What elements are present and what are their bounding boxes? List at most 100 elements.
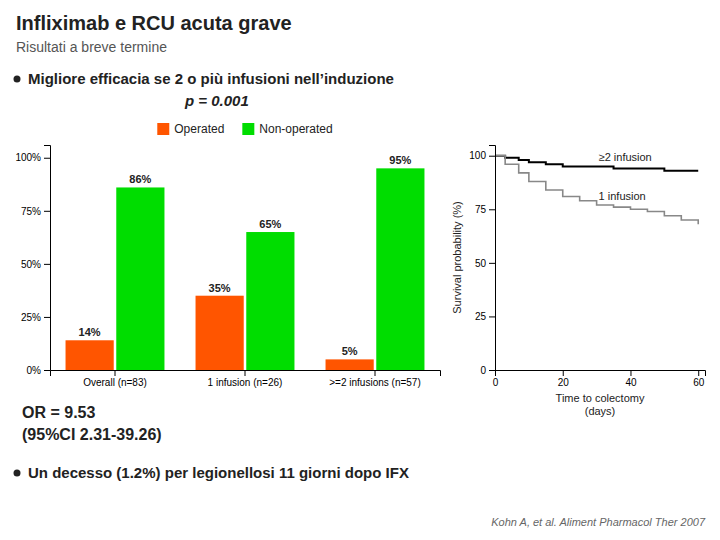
annotation: Un decesso (1.2%) per legionellosi 11 gi…: [28, 464, 409, 481]
lines: [495, 156, 698, 225]
km-x-axis-tick-label: 20: [558, 377, 570, 388]
km-x-axis-tick-mark: [698, 370, 699, 376]
km-y-axis-tick-mark: [489, 156, 495, 157]
x-axis-title: Time to colectomy(days): [556, 392, 645, 417]
series-label: 1 infusion: [599, 190, 646, 202]
km-x-axis-tick-mark: [563, 370, 564, 376]
km-y-axis-tick-mark: [489, 209, 495, 210]
x-axis-tick-mark: [375, 370, 376, 376]
data-label: 5%: [342, 345, 358, 357]
km-y-axis-tick-mark: [489, 370, 495, 371]
legend-swatch: [157, 123, 169, 135]
title: Infliximab e RCU acuta grave: [16, 12, 292, 34]
x-axis-tick: Overall (n=83): [83, 370, 147, 388]
y-axis-tick-mark: [44, 370, 50, 371]
x-axis-tick-mark: [245, 370, 246, 376]
y-axis-tick-mark: [44, 264, 50, 265]
y-axis-tick: 0%: [27, 365, 50, 376]
bar: [246, 232, 294, 370]
km-y-axis-tick: 25: [475, 311, 495, 322]
y-axis-tick-label: 25%: [21, 312, 41, 323]
bar: [66, 340, 114, 370]
km-y-axis: 0 25 50 75 100: [469, 146, 495, 376]
km-y-axis-tick: 75: [475, 204, 495, 215]
km-y-axis-tick: 0: [480, 365, 495, 376]
x-axis-tick-mark: [115, 370, 116, 376]
y-axis-tick: 75%: [21, 206, 50, 217]
km-x-axis-tick: 40: [625, 370, 637, 388]
data-label: 35%: [209, 282, 231, 294]
bullet: [14, 76, 21, 83]
y-axis-title: Survival probability (%): [451, 201, 463, 313]
x-axis: Overall (n=83) 1 infusion (n=26) >=2 infus…: [51, 370, 441, 388]
km-y-axis-tick-label: 75: [475, 204, 487, 215]
annotation: (95%CI 2.31-39.26): [22, 426, 162, 443]
km-x-axis-tick-label: 40: [625, 377, 637, 388]
data-label: 65%: [259, 218, 281, 230]
y-axis: 0% 25% 50% 75% 100%: [15, 146, 50, 376]
bar: [196, 296, 244, 370]
legend-item: Operated: [157, 122, 224, 136]
page: Infliximab e RCU acuta grave Risultati a …: [0, 0, 720, 540]
x-axis-tick-label: >=2 infusions (n=57): [329, 377, 420, 388]
line: [495, 156, 698, 225]
km-x-axis-tick-label: 60: [693, 377, 705, 388]
x-axis-title-line: Time to colectomy: [556, 392, 645, 404]
data-label: 14%: [79, 326, 101, 338]
y-axis-tick-mark: [44, 211, 50, 212]
km-y-axis-tick: 100: [469, 150, 495, 161]
km-y-axis-tick-label: 100: [469, 150, 486, 161]
km-x-axis-tick: 20: [558, 370, 570, 388]
y-axis-tick-label: 50%: [21, 259, 41, 270]
x-axis-tick: 1 infusion (n=26): [208, 370, 283, 388]
km-x-axis-tick: 0: [493, 370, 499, 388]
km-x-axis-tick-label: 0: [493, 377, 499, 388]
legend-label: Non-operated: [259, 122, 332, 136]
y-axis-tick: 100%: [15, 152, 50, 163]
line: [495, 156, 698, 171]
x-axis-title-line: (days): [585, 405, 616, 417]
legend-swatch: [242, 123, 254, 135]
km-y-axis-tick-mark: [489, 263, 495, 264]
bullet: [14, 470, 21, 477]
bar: [116, 187, 164, 370]
bars: [66, 168, 425, 370]
x-axis-tick-label: 1 infusion (n=26): [208, 377, 283, 388]
annotation: Kohn A, et al. Aliment Pharmacol Ther 20…: [491, 516, 706, 528]
legend: Operated Non-operated: [157, 122, 332, 136]
y-axis-line: [44, 146, 51, 371]
legend-label: Operated: [174, 122, 224, 136]
km-x-axis-tick: 60: [693, 370, 705, 388]
km-x-axis: 0 20 40 60: [493, 370, 706, 388]
km-y-axis-tick-label: 50: [475, 258, 487, 269]
km-y-axis-tick: 50: [475, 258, 495, 269]
bar: [326, 359, 374, 370]
y-axis-tick-mark: [44, 158, 50, 159]
km-y-axis-tick-label: 25: [475, 311, 487, 322]
km-x-axis-tick-mark: [495, 370, 496, 376]
series-labels: ≥2 infusion 1 infusion: [599, 151, 652, 202]
data-label: 95%: [389, 154, 411, 166]
km-y-axis-tick-label: 0: [480, 365, 486, 376]
annotation: Migliore efficacia se 2 o più infusioni …: [28, 70, 394, 87]
y-axis-tick-mark: [44, 317, 50, 318]
annotation: OR = 9.53: [22, 404, 95, 421]
data-label: 86%: [129, 173, 151, 185]
annotation: p = 0.001: [184, 92, 249, 109]
subtitle: Risultati a breve termine: [16, 39, 167, 55]
bar: [376, 168, 424, 370]
y-axis-tick: 50%: [21, 259, 50, 270]
data-labels: 14% 35% 5% 86% 65% 95%: [79, 154, 412, 357]
x-axis-line: [51, 371, 441, 377]
km-y-axis-tick-mark: [489, 316, 495, 317]
km-y-axis-line: [489, 146, 496, 371]
legend-item: Non-operated: [242, 122, 332, 136]
km-x-axis-line: [496, 371, 706, 377]
y-axis-tick-label: 0%: [27, 365, 42, 376]
km-x-axis-tick-mark: [630, 370, 631, 376]
y-axis-tick: 25%: [21, 312, 50, 323]
x-axis-tick: >=2 infusions (n=57): [329, 370, 420, 388]
y-axis-tick-label: 100%: [15, 152, 41, 163]
series-label: ≥2 infusion: [599, 151, 652, 163]
x-axis-tick-label: Overall (n=83): [83, 377, 147, 388]
